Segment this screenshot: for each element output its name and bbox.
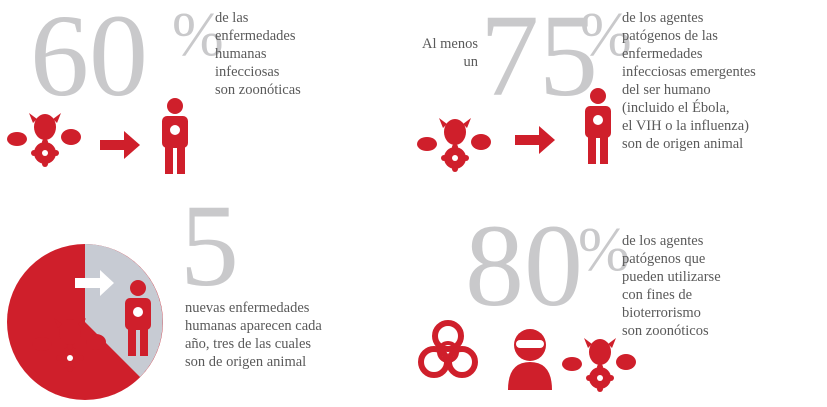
description-line: infecciosas emergentes (622, 64, 756, 80)
infographic: 60 % de las enfermedades humanas infecci… (0, 0, 827, 407)
description-line: nuevas enfermedades (185, 300, 310, 316)
stat-number: 80 (465, 200, 583, 331)
masked-person-icon (508, 329, 552, 390)
description-line: pueden utilizarse (622, 269, 721, 285)
person-icon (162, 98, 188, 174)
description-line: con fines de (622, 287, 692, 303)
description-line: enfermedades (622, 46, 703, 62)
animals-icon (417, 118, 491, 172)
arrow-icon (100, 131, 140, 159)
description-line: bioterrorismo (622, 305, 701, 321)
description-line: humanas aparecen cada (185, 318, 322, 334)
stat-number: 60 (30, 0, 148, 121)
description-line: del ser humano (622, 82, 711, 98)
description-line: son zoonóticas (215, 82, 301, 98)
description-line: infecciosas (215, 64, 280, 80)
description-line: de los agentes (622, 233, 704, 249)
description-line: enfermedades (215, 28, 296, 44)
stat-panel: 60 % de las enfermedades humanas infecci… (7, 0, 301, 174)
description-line: son zoonóticos (622, 323, 709, 339)
arrow-icon (515, 126, 555, 154)
description-line: de los agentes (622, 10, 704, 26)
prefix: un (464, 54, 479, 70)
description-line: (incluido el Ébola, (622, 99, 730, 116)
description-line: son de origen animal (622, 136, 743, 152)
description-line: año, tres de las cuales (185, 336, 311, 352)
description: de los agentes patógenos que pueden util… (622, 233, 721, 339)
description-line: patógenos que (622, 251, 705, 267)
stat-panel: 5 nuevas enfermedades humanas aparecen c… (7, 180, 322, 400)
stat-number: 5 (180, 180, 239, 311)
stat-panel: 80 % de los agentes patógenos que pueden… (421, 200, 721, 392)
description: nuevas enfermedades humanas aparecen cad… (185, 300, 322, 370)
stat-panel: Al menos un 75 % de los agentes patógeno… (417, 0, 756, 172)
description-line: patógenos de las (622, 28, 718, 44)
description-line: humanas (215, 46, 267, 62)
animals-icon (7, 113, 81, 167)
description: de las enfermedades humanas infecciosas … (215, 10, 301, 98)
description-line: de las (215, 10, 249, 26)
prefix: Al menos (422, 36, 478, 52)
description-line: el VIH o la influenza) (622, 118, 749, 134)
description-line: son de origen animal (185, 354, 306, 370)
animals-icon (562, 338, 636, 392)
description: de los agentes patógenos de las enfermed… (622, 10, 756, 152)
